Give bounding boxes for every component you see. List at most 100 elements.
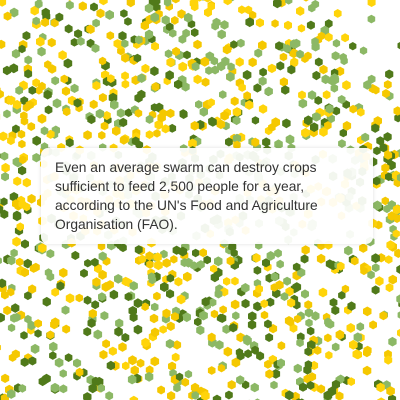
locust-dot-icon bbox=[397, 41, 400, 50]
locust-dot-icon bbox=[148, 275, 157, 285]
locust-dot-icon bbox=[215, 340, 224, 350]
locust-dot-icon bbox=[188, 138, 197, 149]
locust-dot-icon bbox=[281, 85, 290, 95]
locust-dot-icon bbox=[174, 79, 183, 90]
locust-dot-icon bbox=[22, 31, 31, 41]
locust-dot-icon bbox=[373, 200, 382, 211]
locust-dot-icon bbox=[283, 276, 291, 286]
locust-dot-icon bbox=[241, 380, 250, 390]
locust-dot-icon bbox=[40, 126, 49, 136]
locust-dot-icon bbox=[340, 56, 348, 66]
locust-dot-icon bbox=[145, 130, 154, 139]
locust-dot-icon bbox=[129, 395, 139, 400]
locust-dot-icon bbox=[298, 90, 306, 100]
locust-dot-icon bbox=[373, 146, 381, 156]
locust-dot-icon bbox=[32, 135, 41, 146]
locust-dot-icon bbox=[367, 0, 376, 7]
locust-dot-icon bbox=[128, 306, 137, 316]
locust-dot-icon bbox=[47, 64, 57, 74]
locust-dot-icon bbox=[223, 277, 231, 286]
locust-dot-icon bbox=[363, 306, 372, 317]
locust-dot-icon bbox=[75, 293, 83, 303]
locust-dot-icon bbox=[114, 326, 123, 337]
locust-dot-icon bbox=[120, 9, 128, 18]
locust-dot-icon bbox=[70, 83, 79, 93]
locust-dot-icon bbox=[178, 246, 188, 257]
locust-dot-icon bbox=[372, 263, 380, 273]
locust-dot-icon bbox=[262, 258, 270, 268]
locust-dot-icon bbox=[129, 312, 138, 322]
locust-dot-icon bbox=[262, 137, 271, 147]
locust-dot-icon bbox=[63, 58, 73, 69]
locust-dot-icon bbox=[381, 196, 389, 206]
locust-dot-icon bbox=[61, 86, 70, 96]
locust-dot-icon bbox=[306, 20, 315, 30]
locust-dot-icon bbox=[32, 78, 40, 88]
locust-dot-icon bbox=[62, 324, 71, 334]
locust-dot-icon bbox=[376, 136, 385, 146]
locust-dot-icon bbox=[166, 57, 175, 68]
locust-dot-icon bbox=[238, 83, 246, 92]
locust-dot-icon bbox=[313, 112, 321, 122]
locust-dot-icon bbox=[359, 243, 368, 253]
locust-dot-icon bbox=[0, 198, 1, 204]
locust-dot-icon bbox=[162, 308, 171, 319]
locust-dot-icon bbox=[297, 267, 306, 278]
locust-dot-icon bbox=[230, 40, 238, 49]
locust-dot-icon bbox=[317, 384, 326, 394]
locust-dot-icon bbox=[18, 165, 27, 176]
locust-dot-icon bbox=[367, 270, 375, 280]
locust-dot-icon bbox=[349, 42, 357, 51]
locust-dot-icon bbox=[7, 389, 16, 399]
locust-dot-icon bbox=[293, 314, 302, 324]
locust-dot-icon bbox=[214, 289, 223, 299]
locust-dot-icon bbox=[264, 359, 272, 369]
locust-dot-icon bbox=[223, 346, 233, 357]
locust-dot-icon bbox=[266, 297, 275, 307]
locust-dot-icon bbox=[310, 122, 319, 132]
locust-dot-icon bbox=[87, 114, 96, 125]
locust-dot-icon bbox=[0, 151, 9, 161]
locust-dot-icon bbox=[73, 98, 82, 108]
caption-text: Even an average swarm can destroy crops … bbox=[55, 160, 318, 232]
locust-dot-icon bbox=[124, 108, 133, 117]
locust-dot-icon bbox=[318, 287, 328, 298]
locust-dot-icon bbox=[379, 311, 388, 321]
locust-dot-icon bbox=[19, 155, 27, 165]
locust-dot-icon bbox=[65, 138, 74, 148]
locust-dot-icon bbox=[195, 100, 203, 109]
locust-dot-icon bbox=[285, 0, 293, 5]
locust-dot-icon bbox=[44, 105, 53, 115]
locust-dot-icon bbox=[251, 116, 260, 125]
locust-dot-icon bbox=[279, 77, 288, 87]
locust-dot-icon bbox=[329, 298, 338, 307]
locust-dot-icon bbox=[134, 93, 143, 103]
locust-dot-icon bbox=[27, 194, 36, 204]
locust-dot-icon bbox=[168, 123, 177, 133]
locust-dot-icon bbox=[331, 305, 340, 315]
locust-dot-icon bbox=[43, 89, 52, 100]
locust-dot-icon bbox=[386, 240, 395, 250]
locust-dot-icon bbox=[24, 291, 32, 301]
locust-dot-icon bbox=[59, 384, 68, 394]
locust-dot-icon bbox=[1, 172, 10, 182]
locust-dot-icon bbox=[289, 323, 298, 333]
locust-dot-icon bbox=[184, 12, 193, 23]
locust-dot-icon bbox=[193, 39, 202, 50]
locust-dot-icon bbox=[331, 51, 340, 61]
locust-dot-icon bbox=[362, 365, 372, 376]
locust-dot-icon bbox=[232, 133, 242, 144]
locust-dot-icon bbox=[349, 104, 357, 114]
locust-dot-icon bbox=[253, 301, 262, 311]
locust-dot-icon bbox=[298, 98, 308, 109]
locust-dot-icon bbox=[322, 90, 331, 100]
locust-dot-icon bbox=[34, 319, 42, 328]
locust-dot-icon bbox=[264, 319, 272, 329]
locust-dot-icon bbox=[38, 376, 47, 387]
locust-dot-icon bbox=[338, 139, 346, 148]
locust-dot-icon bbox=[388, 394, 397, 400]
locust-dot-icon bbox=[12, 99, 22, 110]
locust-dot-icon bbox=[330, 73, 339, 83]
locust-dot-icon bbox=[0, 131, 8, 142]
locust-dot-icon bbox=[319, 127, 328, 137]
